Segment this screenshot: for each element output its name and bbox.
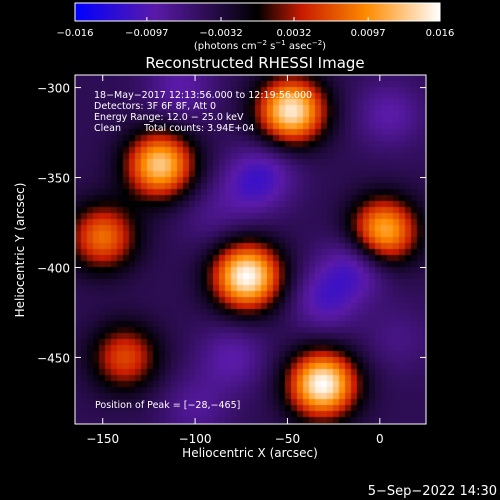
annotation-total-counts: Total counts: 3.94E+04 [143,123,254,134]
colorbar-tick-label: 0.016 [426,28,455,39]
chart-title: Reconstructed RHESSI Image [145,54,364,72]
annotation-energy: Energy Range: 12.0 − 25.0 keV [94,112,244,123]
x-tick-label: 0 [376,432,384,446]
colorbar-unit: (photons cm−2 s−1 asec−2) [194,39,326,52]
y-tick-label: −400 [37,261,70,275]
colorbar-tick-label: −0.016 [56,28,93,39]
x-axis-label: Heliocentric X (arcsec) [182,446,318,460]
colorbar-tick-label: −0.0032 [199,28,242,39]
plot-frame [74,74,427,425]
colorbar-ticks: −0.016 −0.0097 −0.0032 0.0032 0.0097 0.016 [56,17,454,39]
annotation-time: 18−May−2017 12:13:56.000 to 12:19:56.000 [94,90,312,101]
colorbar [74,2,441,22]
axis-ticks: −150 −100 −50 0 −300 −350 −400 −450 [37,75,426,446]
x-tick-label: −100 [179,432,212,446]
y-tick-label: −350 [37,172,70,186]
colorbar-tick-label: −0.0097 [125,28,168,39]
heatmap-image-wrap [75,75,426,424]
heatmap-canvas [75,75,426,424]
footer-timestamp: 5−Sep−2022 14:30 [368,484,497,499]
annotation-clean: Clean [94,123,121,134]
y-axis-label: Heliocentric Y (arcsec) [13,183,27,318]
annotation-detectors: Detectors: 3F 6F 8F, Att 0 [94,101,216,112]
annotation-peak-position: Position of Peak = [−28,−465] [95,400,240,411]
y-tick-label: −450 [37,351,70,365]
x-tick-label: −150 [86,432,119,446]
x-tick-label: −50 [275,432,300,446]
y-tick-label: −300 [37,82,70,96]
colorbar-tick-label: 0.0097 [351,28,386,39]
colorbar-tick-label: 0.0032 [277,28,312,39]
